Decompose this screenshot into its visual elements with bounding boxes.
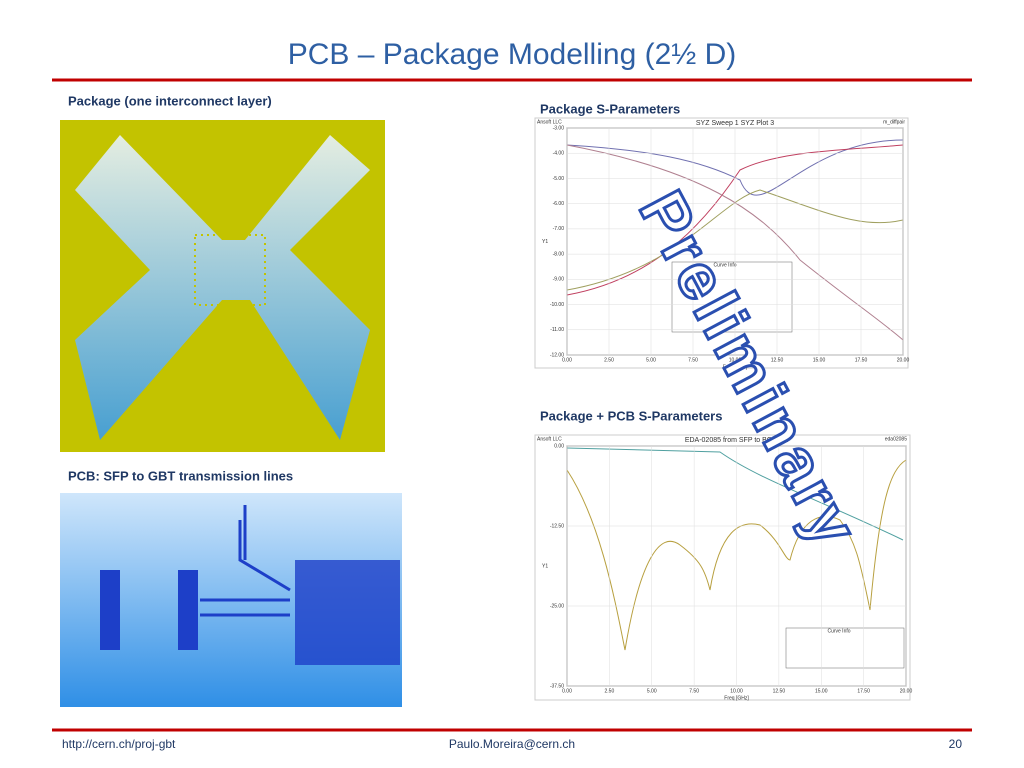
y-tick-label: -9.00 — [553, 277, 565, 283]
x-tick-label: 10.00 — [729, 357, 742, 363]
y-tick-label: -8.00 — [553, 251, 565, 257]
x-tick-label: 7.50 — [689, 688, 699, 694]
title: PCB – Package Modelling (2½ D) — [288, 38, 737, 71]
y-tick-label: -11.00 — [550, 327, 564, 333]
y-tick-label: -3.00 — [553, 125, 565, 131]
plot-title: SYZ Sweep 1 SYZ Plot 3 — [696, 120, 774, 127]
section-label: PCB: SFP to GBT transmission lines — [68, 468, 293, 483]
x-tick-label: 2.50 — [604, 357, 614, 363]
plot-frame — [534, 434, 911, 701]
y-tick-label: -6.00 — [553, 201, 565, 207]
y-axis-label: Y1 — [542, 239, 548, 245]
legend-title: Curve Info — [827, 628, 850, 634]
plot-corner: m_diffpair — [883, 119, 905, 125]
x-tick-label: 15.00 — [813, 357, 826, 363]
plot-vendor: Ansoft LLC — [537, 119, 562, 125]
x-tick-label: 10.00 — [730, 688, 743, 694]
y-tick-label: -4.00 — [553, 151, 565, 157]
y-tick-label: -10.00 — [550, 302, 564, 308]
y-tick-label: -37.50 — [550, 683, 564, 689]
x-tick-label: 17.50 — [857, 688, 870, 694]
plot-title: EDA-02085 from SFP to BGA RX — [685, 437, 789, 444]
x-tick-label: 12.50 — [771, 357, 784, 363]
x-tick-label: 5.00 — [647, 688, 657, 694]
x-tick-label: 20.00 — [900, 688, 913, 694]
footer-url: http://cern.ch/proj-gbt — [62, 737, 176, 751]
x-tick-label: 17.50 — [855, 357, 868, 363]
page-number: 20 — [949, 737, 963, 751]
x-tick-label: 15.00 — [815, 688, 828, 694]
y-tick-label: -5.00 — [553, 176, 565, 182]
y-tick-label: -12.00 — [550, 352, 564, 358]
package-image — [60, 120, 385, 452]
x-tick-label: 0.00 — [562, 357, 572, 363]
plot-vendor: Ansoft LLC — [537, 436, 562, 442]
y-tick-label: -12.50 — [550, 523, 564, 529]
section-label: Package S-Parameters — [540, 101, 680, 116]
section-label: Package + PCB S-Parameters — [540, 408, 722, 423]
y-axis-label: Y1 — [542, 563, 548, 569]
x-tick-label: 5.00 — [646, 357, 656, 363]
x-tick-label: 0.00 — [562, 688, 572, 694]
legend-title: Curve Info — [713, 262, 736, 268]
x-tick-label: 20.00 — [897, 357, 910, 363]
pcb-image — [60, 493, 402, 707]
footer-email: Paulo.Moreira@cern.ch — [449, 737, 575, 751]
x-axis-label: Freq [GHz] — [723, 364, 748, 370]
x-axis-label: Freq [GHz] — [724, 695, 749, 701]
section-label: Package (one interconnect layer) — [68, 93, 272, 108]
x-tick-label: 2.50 — [605, 688, 615, 694]
plot-corner: eda02085 — [885, 436, 907, 442]
x-tick-label: 12.50 — [773, 688, 786, 694]
y-tick-label: 0.00 — [554, 443, 564, 449]
x-tick-label: 7.50 — [688, 357, 698, 363]
y-tick-label: -7.00 — [553, 226, 565, 232]
y-tick-label: -25.00 — [550, 603, 564, 609]
